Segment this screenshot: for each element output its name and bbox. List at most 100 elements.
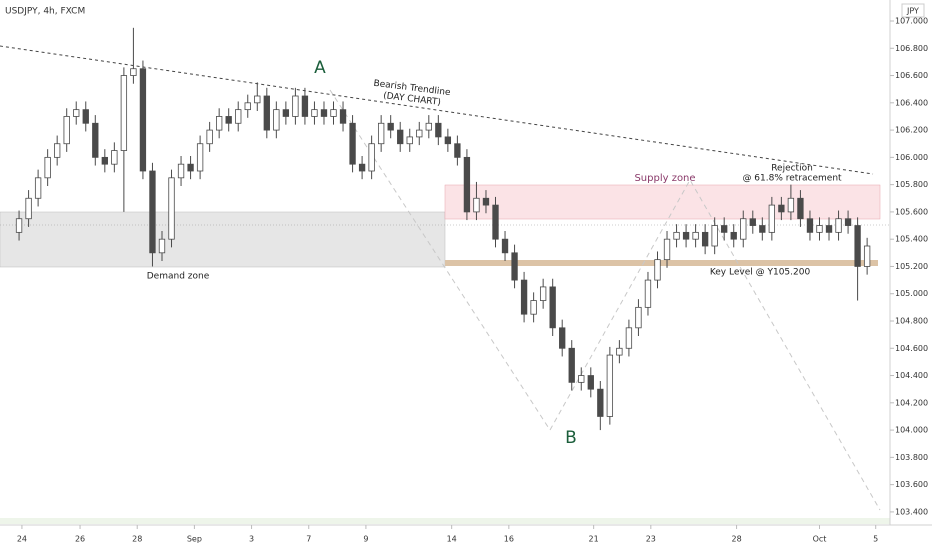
candle-body [34, 177, 42, 199]
y-tick-label: 106.200 [895, 126, 928, 135]
candle-body [644, 279, 652, 308]
candle-body [187, 163, 194, 172]
x-tick-label: 14 [447, 535, 457, 544]
candle-body [397, 129, 404, 145]
rejection-sublabel: @ 61.8% retracement [742, 174, 842, 184]
candle-body [235, 109, 242, 124]
y-tick-label: 104.000 [895, 426, 928, 435]
y-tick-label: 103.400 [895, 507, 928, 516]
candle-body [863, 245, 871, 267]
candle-body [416, 129, 423, 138]
candle-body [701, 231, 709, 247]
x-tick-label: 21 [589, 535, 599, 544]
candle-body [530, 300, 537, 315]
y-tick-label: 104.600 [895, 344, 928, 353]
candle-body [206, 129, 213, 145]
candle-body [101, 156, 108, 165]
x-tick-label: Sep [187, 535, 202, 544]
candle-body [787, 197, 795, 213]
y-tick-label: 107.000 [895, 17, 928, 26]
candle-body [711, 225, 718, 247]
candle-body [854, 225, 861, 267]
candle-body [616, 347, 623, 356]
bottom-band [0, 518, 890, 524]
candle-body [225, 116, 232, 124]
candle-body [425, 122, 432, 131]
candle-body [511, 252, 518, 281]
rejection-label: Rejection [771, 164, 813, 174]
x-tick-label: 7 [306, 535, 311, 544]
candle-body [587, 375, 594, 390]
candle-body [520, 279, 528, 315]
candle-body [625, 327, 633, 349]
y-tick-label: 105.000 [895, 289, 928, 298]
y-tick-label: 106.600 [895, 71, 928, 80]
candle-body [635, 306, 642, 329]
candle-body [673, 231, 680, 240]
candle-body [778, 204, 785, 213]
candle-body [301, 95, 309, 117]
candle-body [15, 218, 23, 233]
candle-body [216, 116, 223, 131]
candle-body [377, 122, 385, 145]
candle-body [368, 143, 375, 172]
candle-body [568, 347, 575, 383]
key-level [445, 260, 878, 266]
candle-body [597, 388, 604, 417]
candle-body [740, 218, 747, 240]
y-tick-label: 103.800 [895, 453, 928, 462]
candle-body [759, 225, 766, 233]
candle-body [130, 68, 137, 76]
x-tick-label: 28 [731, 535, 741, 544]
currency: JPY [906, 7, 919, 16]
key-label: Key Level @ Y105.200 [710, 268, 811, 278]
candle-body [768, 204, 776, 233]
candle-body [82, 109, 89, 124]
candle-body [492, 204, 499, 240]
chart-title: USDJPY, 4h, FXCM [5, 7, 85, 17]
candle-body [578, 375, 585, 383]
candle-body [149, 170, 156, 254]
candle-body [663, 238, 671, 261]
label-b: B [565, 428, 577, 448]
candle-body [292, 95, 299, 117]
candle-body [692, 231, 699, 240]
candle-body [539, 286, 547, 301]
y-tick-label: 103.600 [895, 480, 928, 489]
y-tick-label: 105.400 [895, 235, 928, 244]
candle-body [158, 238, 166, 254]
candle-body [254, 95, 261, 104]
currency-box [901, 3, 925, 18]
candle-body [797, 197, 804, 220]
x-tick-label: 23 [646, 535, 656, 544]
y-tick-label: 105.800 [895, 180, 928, 189]
candle-body [825, 225, 833, 233]
candle-body [816, 225, 823, 233]
candle-body [273, 109, 280, 131]
candle-body [682, 231, 690, 240]
y-tick-label: 104.400 [895, 371, 928, 380]
candle-body [320, 109, 328, 117]
candle-body [749, 218, 756, 226]
candle-body [806, 218, 814, 233]
candle-body [111, 150, 118, 165]
candle-body [311, 109, 318, 117]
candle-body [54, 143, 61, 158]
candle-body [454, 143, 461, 158]
y-tick-label: 105.200 [895, 262, 928, 271]
candle-body [263, 95, 270, 131]
candle-body [549, 286, 556, 329]
candle-body [844, 218, 852, 226]
candle-body [473, 197, 480, 213]
candle-body [721, 225, 728, 233]
y-tick-label: 104.800 [895, 317, 928, 326]
candle-body [244, 102, 251, 111]
projection [329, 89, 881, 511]
candle-body [387, 122, 394, 131]
candle-body [339, 109, 347, 124]
demand-label: Demand zone [147, 272, 210, 282]
candle-body [168, 177, 175, 240]
candle-body [63, 116, 70, 145]
